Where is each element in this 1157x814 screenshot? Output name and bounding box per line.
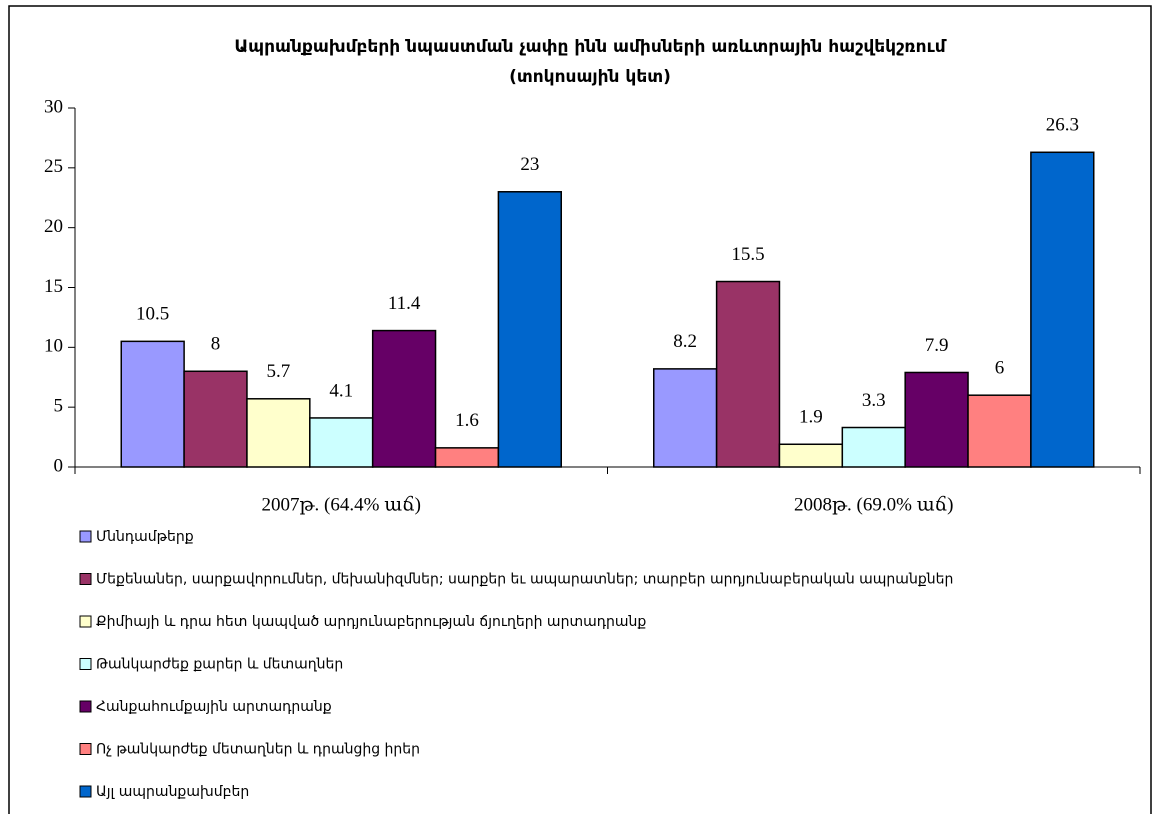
- data-label: 4.1: [329, 380, 353, 401]
- chart-title: Ապրանքախմբերի նպաստման չափը ինն ամիսների…: [234, 37, 946, 57]
- chart-subtitle: (տոկոսային կետ): [509, 67, 671, 87]
- y-tick-label: 5: [54, 396, 64, 417]
- y-tick-label: 30: [44, 96, 63, 117]
- legend-label: Այլ ապրանքախմբեր: [96, 784, 249, 800]
- legend-label: Հանքահումքային արտադրանք: [96, 699, 332, 715]
- legend-label: Մեքենաներ, սարքավորումներ, մեխանիզմներ; …: [96, 572, 953, 588]
- legend-swatch: [79, 785, 92, 798]
- legend-label: Քիմիայի և դրա հետ կապված արդյունաբերությ…: [96, 614, 646, 630]
- legend-swatch: [79, 700, 92, 713]
- bar: [120, 340, 185, 468]
- bar: [653, 368, 718, 468]
- legend-label: Մննդամթերք: [96, 529, 194, 545]
- bar: [309, 417, 374, 468]
- data-label: 5.7: [267, 361, 291, 382]
- bar: [904, 371, 969, 468]
- data-label: 1.9: [799, 407, 823, 428]
- legend-label: Ոչ թանկարժեք մետաղներ և դրանցից իրեր: [96, 742, 420, 758]
- x-tick-label: 2007թ. (64.4% աճ): [262, 494, 421, 515]
- bar: [778, 443, 844, 468]
- bar: [246, 398, 311, 468]
- bar: [841, 426, 906, 468]
- legend-swatch: [79, 743, 92, 755]
- bar: [1030, 151, 1095, 468]
- bar: [183, 370, 248, 468]
- data-label: 6: [995, 358, 1005, 379]
- legend-swatch: [79, 615, 92, 628]
- bar: [371, 329, 437, 468]
- y-tick-label: 0: [54, 455, 64, 476]
- data-label: 3.3: [862, 390, 886, 411]
- y-tick-label: 25: [44, 156, 63, 177]
- frame: [8, 5, 1152, 814]
- data-label: 7.9: [925, 335, 949, 356]
- data-label: 11.4: [388, 293, 421, 314]
- data-label: 23: [520, 154, 539, 175]
- y-tick-label: 10: [44, 336, 63, 357]
- legend-swatch: [79, 658, 92, 670]
- data-label: 10.5: [136, 304, 169, 325]
- bar: [715, 280, 781, 468]
- y-tick-label: 15: [44, 276, 63, 297]
- data-label: 15.5: [731, 244, 764, 265]
- legend-label: Թանկարժեք քարեր և մետաղներ: [96, 657, 343, 673]
- x-tick-label: 2008թ. (69.0% աճ): [794, 494, 953, 515]
- legend-swatch: [79, 530, 92, 543]
- data-label: 8: [211, 334, 221, 355]
- legend-swatch: [79, 573, 92, 585]
- data-label: 1.6: [455, 410, 479, 431]
- bar: [497, 191, 562, 468]
- bar: [967, 394, 1032, 468]
- bar: [434, 447, 500, 468]
- data-label: 26.3: [1046, 115, 1079, 136]
- data-label: 8.2: [673, 331, 697, 352]
- y-tick-label: 20: [44, 216, 63, 237]
